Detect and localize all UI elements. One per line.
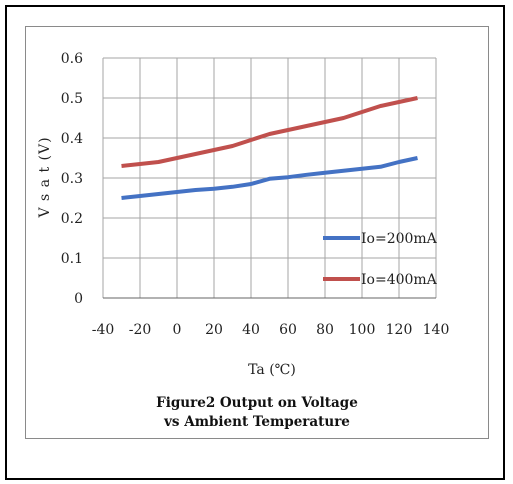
series-line-2 — [121, 96, 418, 168]
x-tick-label: 120 — [386, 322, 413, 338]
x-tick-label: 40 — [242, 322, 260, 338]
x-tick-label: -40 — [92, 322, 115, 338]
x-tick-label: 60 — [279, 322, 297, 338]
grid — [102, 57, 437, 299]
y-tick-label: 0.1 — [61, 251, 83, 267]
figure-caption-line-1: Figure2 Output on Voltage — [156, 395, 358, 411]
x-tick-label: 100 — [349, 322, 376, 338]
legend-label-1: Io=200mA — [361, 231, 438, 247]
series-line-1 — [121, 156, 418, 200]
y-tick-label: 0.2 — [61, 211, 83, 227]
y-tick-label: 0.6 — [61, 51, 83, 67]
y-tick-label: 0 — [74, 291, 83, 307]
x-tick-label: 80 — [316, 322, 334, 338]
tick-labels: -40 -20 0 20 40 60 80 100 120 140 0 0.1 0.2 0.3 0.4 0.5… — [61, 51, 450, 338]
x-tick-label: -20 — [129, 322, 152, 338]
outer-frame — [5, 5, 505, 480]
figure-caption-line-2: vs Ambient Temperature — [164, 414, 350, 430]
legend: Io=200mA Io=400mA — [323, 231, 438, 288]
y-tick-label: 0.4 — [61, 131, 83, 147]
series-lines — [121, 96, 418, 200]
x-tick-label: 140 — [423, 322, 450, 338]
x-tick-label: 20 — [205, 322, 223, 338]
y-axis-title: V s a t (V) — [37, 136, 53, 218]
x-axis-title: Ta (℃) — [248, 362, 296, 378]
chart-frame — [25, 26, 489, 439]
x-tick-label: 0 — [173, 322, 182, 338]
y-tick-label: 0.3 — [61, 171, 83, 187]
legend-label-2: Io=400mA — [361, 272, 438, 288]
y-tick-label: 0.5 — [61, 91, 83, 107]
